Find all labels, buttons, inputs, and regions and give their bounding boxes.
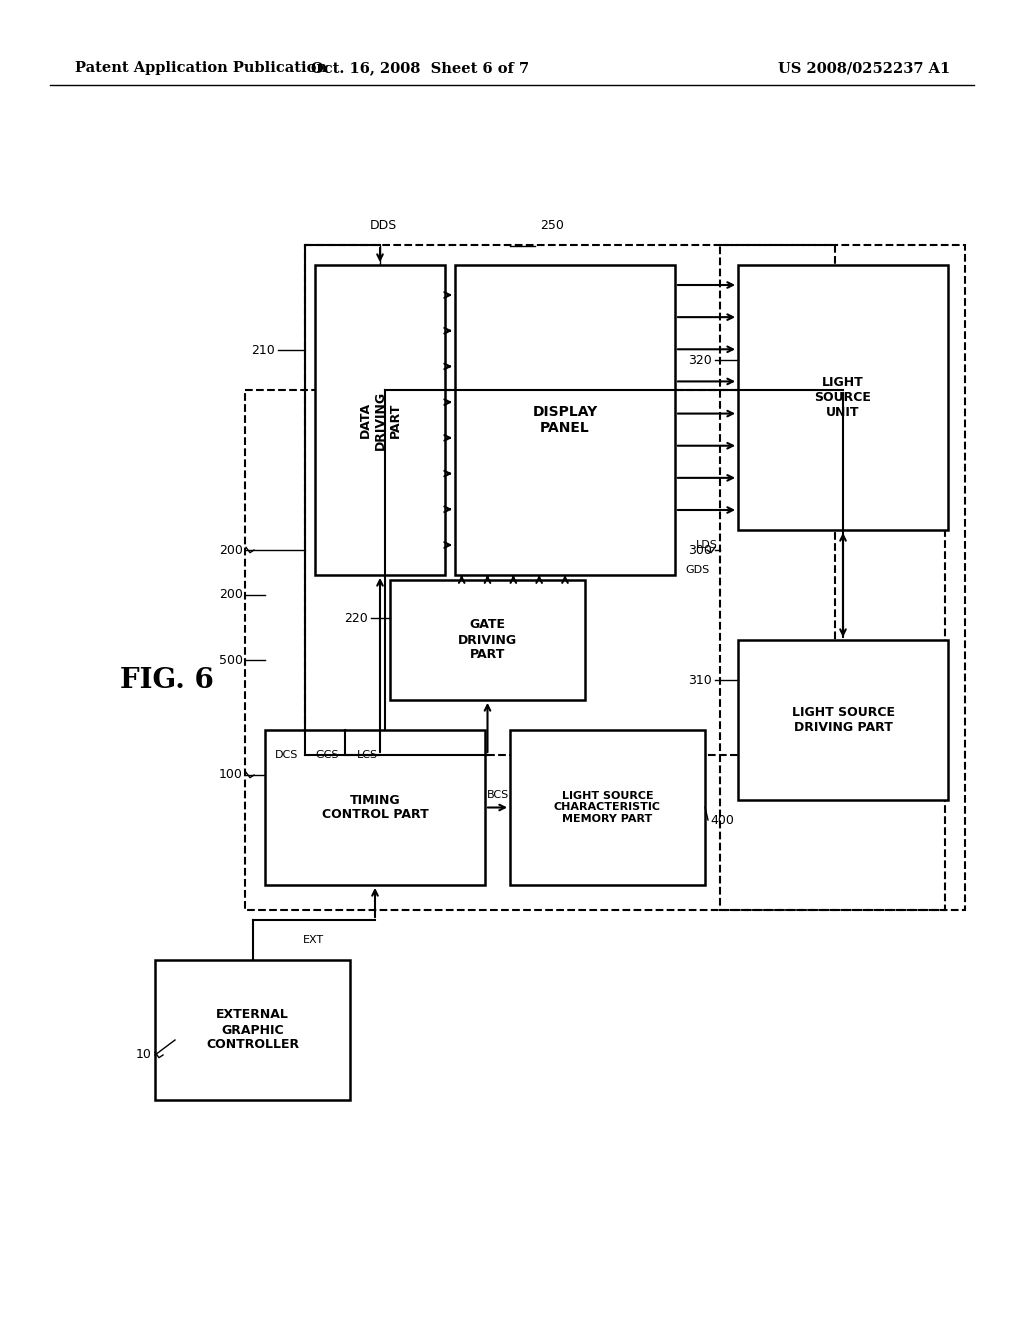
Text: EXT: EXT bbox=[303, 935, 325, 945]
Text: 310: 310 bbox=[688, 673, 712, 686]
Text: 200: 200 bbox=[219, 589, 243, 602]
Text: LDS: LDS bbox=[695, 540, 718, 550]
Text: US 2008/0252237 A1: US 2008/0252237 A1 bbox=[778, 61, 950, 75]
Bar bbox=[720, 246, 965, 909]
Text: 500: 500 bbox=[219, 653, 243, 667]
Bar bbox=[738, 640, 948, 800]
Text: 210: 210 bbox=[251, 343, 275, 356]
Bar bbox=[305, 246, 835, 755]
Text: DATA
DRIVING
PART: DATA DRIVING PART bbox=[358, 391, 401, 450]
Text: 400: 400 bbox=[710, 813, 734, 826]
Text: DDS: DDS bbox=[370, 219, 397, 232]
Text: Patent Application Publication: Patent Application Publication bbox=[75, 61, 327, 75]
Text: GCS: GCS bbox=[315, 750, 339, 760]
Bar bbox=[390, 579, 585, 700]
Text: 200: 200 bbox=[219, 544, 243, 557]
Text: 10: 10 bbox=[136, 1048, 152, 1061]
Bar bbox=[155, 960, 350, 1100]
Bar bbox=[245, 389, 945, 909]
Text: FIG. 6: FIG. 6 bbox=[120, 667, 214, 693]
Text: 220: 220 bbox=[344, 611, 368, 624]
Text: TIMING
CONTROL PART: TIMING CONTROL PART bbox=[322, 793, 428, 821]
Text: 320: 320 bbox=[688, 354, 712, 367]
Text: 100: 100 bbox=[219, 768, 243, 781]
Text: BCS: BCS bbox=[486, 791, 509, 800]
Bar bbox=[510, 730, 705, 884]
Text: EXTERNAL
GRAPHIC
CONTROLLER: EXTERNAL GRAPHIC CONTROLLER bbox=[206, 1008, 299, 1052]
Text: Oct. 16, 2008  Sheet 6 of 7: Oct. 16, 2008 Sheet 6 of 7 bbox=[311, 61, 529, 75]
Text: 250: 250 bbox=[540, 219, 564, 232]
Text: LIGHT SOURCE
DRIVING PART: LIGHT SOURCE DRIVING PART bbox=[792, 706, 895, 734]
Bar bbox=[315, 265, 445, 576]
Bar bbox=[738, 265, 948, 531]
Text: 300: 300 bbox=[688, 544, 712, 557]
Text: DCS: DCS bbox=[275, 750, 299, 760]
Text: LIGHT
SOURCE
UNIT: LIGHT SOURCE UNIT bbox=[814, 376, 871, 418]
Bar bbox=[265, 730, 485, 884]
Bar bbox=[455, 265, 675, 576]
Text: GATE
DRIVING
PART: GATE DRIVING PART bbox=[458, 619, 517, 661]
Text: GDS: GDS bbox=[685, 565, 710, 576]
Text: LIGHT SOURCE
CHARACTERISTIC
MEMORY PART: LIGHT SOURCE CHARACTERISTIC MEMORY PART bbox=[554, 791, 662, 824]
Text: DISPLAY
PANEL: DISPLAY PANEL bbox=[532, 405, 598, 436]
Text: LCS: LCS bbox=[356, 750, 378, 760]
